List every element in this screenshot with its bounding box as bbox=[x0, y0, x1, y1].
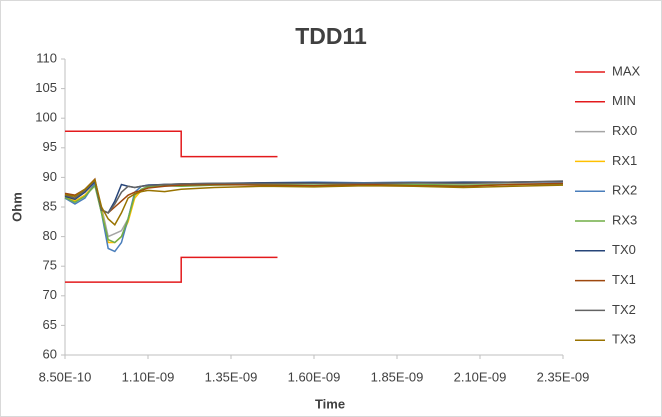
y-tick-label: 100 bbox=[35, 110, 57, 125]
legend-label: RX3 bbox=[612, 212, 637, 227]
y-tick-label: 70 bbox=[43, 287, 57, 302]
x-tick-label: 2.35E-09 bbox=[537, 369, 590, 384]
x-tick-label: 1.60E-09 bbox=[288, 369, 341, 384]
y-tick-label: 80 bbox=[43, 228, 57, 243]
legend-label: MIN bbox=[612, 93, 636, 108]
y-tick-label: 95 bbox=[43, 139, 57, 154]
legend-label: RX2 bbox=[612, 183, 637, 198]
legend-label: RX1 bbox=[612, 153, 637, 168]
x-tick-label: 2.10E-09 bbox=[454, 369, 507, 384]
legend-label: TX1 bbox=[612, 272, 636, 287]
legend-label: MAX bbox=[612, 63, 641, 78]
legend-label: TX0 bbox=[612, 242, 636, 257]
x-tick-label: 1.10E-09 bbox=[122, 369, 175, 384]
y-tick-label: 65 bbox=[43, 317, 57, 332]
x-tick-label: 1.35E-09 bbox=[205, 369, 258, 384]
legend-label: TX3 bbox=[612, 332, 636, 347]
x-axis-label: Time bbox=[315, 396, 345, 411]
y-axis-label: Ohm bbox=[9, 192, 24, 222]
y-tick-label: 90 bbox=[43, 169, 57, 184]
x-tick-label: 8.50E-10 bbox=[39, 369, 92, 384]
series-line bbox=[65, 256, 278, 283]
y-tick-label: 85 bbox=[43, 198, 57, 213]
y-tick-label: 75 bbox=[43, 258, 57, 273]
y-tick-label: 60 bbox=[43, 346, 57, 361]
y-tick-label: 110 bbox=[36, 50, 57, 65]
x-tick-label: 1.85E-09 bbox=[371, 369, 424, 384]
series-line bbox=[64, 178, 564, 226]
chart-title: TDD11 bbox=[295, 23, 367, 49]
legend-label: TX2 bbox=[612, 302, 636, 317]
y-tick-label: 105 bbox=[35, 80, 57, 95]
series-line bbox=[65, 130, 278, 158]
legend-label: RX0 bbox=[612, 123, 637, 138]
